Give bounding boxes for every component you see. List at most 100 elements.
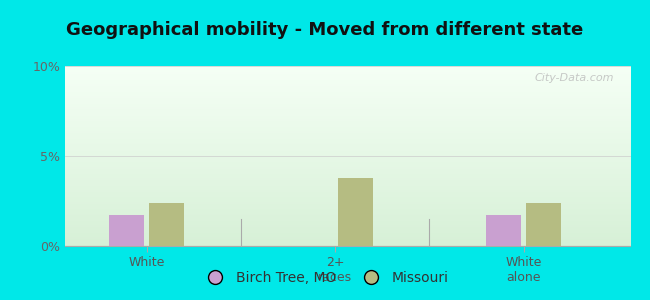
Legend: Birch Tree, MO, Missouri: Birch Tree, MO, Missouri (196, 265, 454, 290)
Bar (65, 201, 630, 202)
Bar (65, 180, 630, 181)
Bar (65, 92, 630, 93)
Bar (65, 175, 630, 176)
Bar (65, 102, 630, 103)
Bar (65, 76, 630, 77)
Bar (65, 192, 630, 193)
Bar (65, 168, 630, 169)
Bar (65, 232, 630, 233)
Bar (65, 97, 630, 98)
Bar (65, 211, 630, 212)
Bar (65, 124, 630, 125)
Bar (65, 230, 630, 231)
Bar (65, 145, 630, 146)
Bar (65, 87, 630, 88)
Bar (65, 228, 630, 229)
Bar (65, 185, 630, 186)
Bar (65, 217, 630, 218)
Bar (65, 131, 630, 132)
Bar (65, 227, 630, 228)
Bar (65, 152, 630, 153)
Bar (65, 169, 630, 170)
Bar (65, 189, 630, 190)
Bar (65, 140, 630, 141)
Bar (150, 203, 185, 246)
Bar (65, 177, 630, 178)
Bar (65, 172, 630, 173)
Bar (65, 181, 630, 182)
Bar (65, 146, 630, 147)
Bar (65, 173, 630, 174)
Bar (65, 73, 630, 74)
Bar (65, 149, 630, 150)
Bar (65, 216, 630, 217)
Bar (65, 155, 630, 156)
Bar (65, 204, 630, 205)
Bar (65, 142, 630, 143)
Bar (65, 240, 630, 241)
Bar (65, 207, 630, 208)
Bar (65, 122, 630, 123)
Bar (65, 198, 630, 199)
Bar (65, 117, 630, 118)
Bar (109, 215, 144, 246)
Bar (65, 91, 630, 92)
Bar (65, 225, 630, 226)
Bar (65, 106, 630, 107)
Bar (65, 150, 630, 151)
Bar (65, 123, 630, 124)
Bar (65, 224, 630, 225)
Bar (65, 206, 630, 207)
Bar (65, 125, 630, 126)
Bar (65, 100, 630, 101)
Bar (65, 99, 630, 100)
Bar (65, 242, 630, 243)
Bar (65, 108, 630, 109)
Bar (65, 202, 630, 203)
Bar (65, 237, 630, 238)
Bar (65, 161, 630, 162)
Bar (65, 195, 630, 196)
Bar (65, 70, 630, 71)
Bar (65, 82, 630, 83)
Bar (65, 154, 630, 155)
Bar (65, 151, 630, 152)
Bar (65, 107, 630, 108)
Bar (65, 215, 630, 216)
Bar (65, 85, 630, 86)
Bar (65, 144, 630, 145)
Bar (65, 170, 630, 171)
Bar (65, 95, 630, 96)
Bar (65, 156, 630, 157)
Bar (65, 69, 630, 70)
Bar (65, 200, 630, 201)
Bar (65, 205, 630, 206)
Bar (65, 133, 630, 134)
Bar (65, 226, 630, 227)
Bar (526, 203, 562, 246)
Bar (65, 139, 630, 140)
Bar (65, 89, 630, 90)
Bar (65, 160, 630, 161)
Bar (65, 238, 630, 239)
Bar (65, 186, 630, 187)
Bar (65, 178, 630, 179)
Bar (65, 179, 630, 180)
Bar (65, 83, 630, 84)
Bar (65, 193, 630, 194)
Bar (65, 187, 630, 188)
Bar (65, 209, 630, 210)
Bar (65, 245, 630, 246)
Bar (65, 105, 630, 106)
Bar (65, 78, 630, 79)
Bar (65, 169, 630, 170)
Bar (65, 233, 630, 234)
Bar (65, 166, 630, 167)
Bar (65, 103, 630, 104)
Bar (65, 218, 630, 219)
Bar (65, 77, 630, 78)
Bar (65, 210, 630, 211)
Bar (65, 194, 630, 195)
Bar (65, 241, 630, 242)
Bar (65, 184, 630, 185)
